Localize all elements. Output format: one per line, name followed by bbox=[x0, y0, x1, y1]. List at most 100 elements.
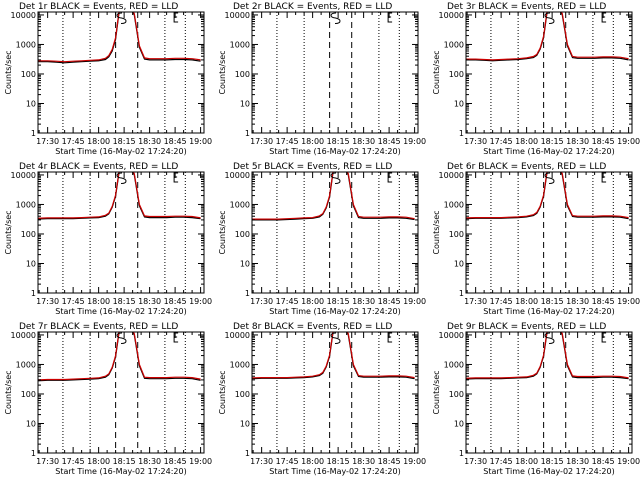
x-tick-label: 18:00 bbox=[87, 297, 110, 306]
y-tick-label: 100 bbox=[235, 390, 250, 399]
chart-panel-8: Det 8r BLACK = Events, RED = LLD 1 10 100 10… bbox=[218, 322, 426, 476]
series-group bbox=[38, 332, 201, 382]
chart-panel-9: Det 9r BLACK = Events, RED = LLD 1 10 100 10… bbox=[432, 322, 640, 476]
x-tick-label: 18:45 bbox=[378, 457, 401, 466]
panel-title: Det 7r BLACK = Events, RED = LLD bbox=[19, 322, 178, 332]
x-tick-label: 18:45 bbox=[164, 297, 187, 306]
y-tick-label: 1 bbox=[245, 289, 250, 298]
axis-frame bbox=[251, 171, 419, 294]
chart-panel-5: Det 5r BLACK = Events, RED = LLD 1 10 100 10… bbox=[218, 162, 426, 316]
x-tick-label: 19:00 bbox=[403, 457, 426, 466]
panel-title: Det 6r BLACK = Events, RED = LLD bbox=[447, 162, 606, 172]
x-tick-label: 19:00 bbox=[617, 137, 640, 146]
x-tick-label: 17:30 bbox=[464, 137, 487, 146]
x-tick-label: 18:15 bbox=[541, 457, 564, 466]
x-tick-label: 18:00 bbox=[515, 137, 538, 146]
x-tick-label: 17:45 bbox=[276, 457, 299, 466]
x-tick-label: 18:15 bbox=[327, 137, 350, 146]
series-line bbox=[252, 172, 415, 220]
y-tick-label: 10000 bbox=[439, 11, 464, 20]
x-tick-label: 17:45 bbox=[62, 297, 85, 306]
x-tick-label: 17:45 bbox=[490, 297, 513, 306]
x-tick-label: 18:15 bbox=[113, 297, 136, 306]
x-tick-label: 18:30 bbox=[138, 297, 161, 306]
x-tick-label: 17:45 bbox=[62, 137, 85, 146]
x-tick-label: 19:00 bbox=[617, 297, 640, 306]
series-group bbox=[38, 12, 201, 64]
panel-title: Det 3r BLACK = Events, RED = LLD bbox=[447, 2, 606, 12]
y-tick-label: 1000 bbox=[16, 40, 36, 49]
y-tick-label: 1000 bbox=[230, 40, 250, 49]
x-tick-label: 18:30 bbox=[138, 137, 161, 146]
marker-s bbox=[544, 332, 555, 344]
y-tick-label: 1 bbox=[31, 449, 36, 458]
y-tick-label: 10000 bbox=[225, 171, 250, 180]
axis-frame bbox=[37, 331, 205, 454]
y-tick-label: 100 bbox=[449, 230, 464, 239]
x-tick-label: 19:00 bbox=[189, 137, 212, 146]
series-line bbox=[252, 332, 415, 379]
y-axis-title: Counts/sec bbox=[432, 210, 441, 254]
panel-title: Det 5r BLACK = Events, RED = LLD bbox=[233, 162, 392, 172]
axis-frame bbox=[37, 11, 205, 134]
axis-frame bbox=[251, 331, 419, 454]
y-tick-label: 1000 bbox=[230, 200, 250, 209]
y-tick-label: 1 bbox=[459, 129, 464, 138]
y-tick-label: 1000 bbox=[444, 360, 464, 369]
y-tick-label: 100 bbox=[21, 70, 36, 79]
x-tick-label: 19:00 bbox=[403, 297, 426, 306]
x-tick-label: 18:00 bbox=[87, 137, 110, 146]
x-tick-label: 17:30 bbox=[250, 457, 273, 466]
series-group bbox=[252, 172, 415, 221]
y-tick-label: 1000 bbox=[444, 40, 464, 49]
x-axis-title: Start Time (16-May-02 17:24:20) bbox=[483, 307, 614, 316]
x-tick-label: 18:15 bbox=[113, 457, 136, 466]
x-tick-label: 18:45 bbox=[164, 457, 187, 466]
series-group bbox=[252, 332, 415, 380]
x-tick-label: 18:15 bbox=[327, 457, 350, 466]
panel-title: Det 8r BLACK = Events, RED = LLD bbox=[233, 322, 392, 332]
axis-frame bbox=[465, 331, 633, 454]
marker-s bbox=[330, 332, 341, 344]
y-tick-label: 10000 bbox=[225, 11, 250, 20]
x-tick-label: 18:00 bbox=[515, 297, 538, 306]
x-tick-label: 17:30 bbox=[464, 457, 487, 466]
x-tick-label: 19:00 bbox=[403, 137, 426, 146]
x-axis-title: Start Time (16-May-02 17:24:20) bbox=[483, 147, 614, 156]
marker-s bbox=[544, 172, 555, 184]
x-tick-label: 17:30 bbox=[36, 297, 59, 306]
y-tick-label: 100 bbox=[21, 390, 36, 399]
x-tick-label: 18:45 bbox=[592, 297, 615, 306]
chart-panel-3: Det 3r BLACK = Events, RED = LLD 1 10 100 10… bbox=[432, 2, 640, 156]
x-tick-label: 18:45 bbox=[378, 137, 401, 146]
y-tick-label: 100 bbox=[21, 230, 36, 239]
chart-panel-1: Det 1r BLACK = Events, RED = LLD 1 10 100 10… bbox=[4, 2, 212, 156]
panel-title: Det 9r BLACK = Events, RED = LLD bbox=[447, 322, 606, 332]
x-tick-label: 18:00 bbox=[301, 457, 324, 466]
y-axis-title: Counts/sec bbox=[218, 210, 227, 254]
y-tick-label: 10 bbox=[26, 419, 36, 428]
y-tick-label: 1 bbox=[459, 449, 464, 458]
x-tick-label: 18:00 bbox=[87, 457, 110, 466]
x-tick-label: 18:15 bbox=[541, 297, 564, 306]
y-axis-title: Counts/sec bbox=[218, 370, 227, 414]
y-tick-label: 10 bbox=[454, 259, 464, 268]
x-tick-label: 17:30 bbox=[250, 297, 273, 306]
x-axis-title: Start Time (16-May-02 17:24:20) bbox=[55, 307, 186, 316]
x-tick-label: 17:30 bbox=[250, 137, 273, 146]
chart-panel-6: Det 6r BLACK = Events, RED = LLD 1 10 100 10… bbox=[432, 162, 640, 316]
chart-panel-4: Det 4r BLACK = Events, RED = LLD 1 10 100 10… bbox=[4, 162, 212, 316]
x-axis-title: Start Time (16-May-02 17:24:20) bbox=[269, 307, 400, 316]
x-tick-label: 17:30 bbox=[36, 457, 59, 466]
x-tick-label: 19:00 bbox=[189, 457, 212, 466]
axis-frame bbox=[251, 11, 419, 134]
x-tick-label: 18:00 bbox=[301, 137, 324, 146]
y-axis-title: Counts/sec bbox=[432, 370, 441, 414]
series-line bbox=[38, 12, 201, 63]
y-axis-title: Counts/sec bbox=[4, 370, 13, 414]
series-group bbox=[466, 332, 629, 380]
y-tick-label: 1 bbox=[31, 129, 36, 138]
x-tick-label: 18:30 bbox=[352, 137, 375, 146]
x-axis-title: Start Time (16-May-02 17:24:20) bbox=[55, 467, 186, 476]
